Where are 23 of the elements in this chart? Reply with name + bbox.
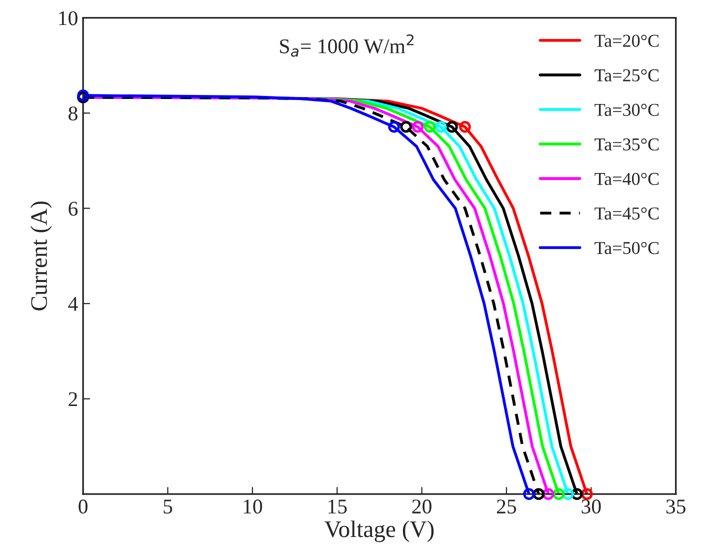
y-tick-label: 2 (68, 392, 78, 406)
y-tick-label: 4 (68, 297, 78, 311)
legend-label: Ta=45°C (594, 207, 659, 220)
x-axis-title: Voltage (V) (324, 520, 434, 542)
x-tick-label: 5 (164, 500, 172, 514)
y-tick-label: 8 (68, 106, 78, 121)
legend-label: Ta=25°C (594, 69, 659, 82)
legend-label: Ta=20°C (594, 34, 659, 47)
x-tick-label: 30 (582, 500, 601, 514)
x-tick-label: 0 (78, 500, 88, 514)
x-tick-label: 35 (666, 500, 686, 514)
legend-label: Ta=30°C (594, 104, 659, 116)
x-tick-label: 10 (244, 500, 262, 514)
legend-label: Ta=40°C (594, 172, 659, 186)
y-tick-label: 10 (59, 11, 78, 26)
x-tick-label: 25 (496, 500, 516, 514)
y-axis-title: Current (A) (30, 202, 52, 310)
x-tick-label: 15 (328, 500, 347, 514)
y-tick-label: 6 (68, 202, 78, 216)
legend-label: Ta=35°C (594, 138, 659, 151)
x-tick-label: 20 (412, 500, 432, 514)
annotation: S$_{a}$= 1000 W/m$^{2}$ (280, 34, 414, 57)
legend-label: Ta=50°C (594, 242, 659, 254)
